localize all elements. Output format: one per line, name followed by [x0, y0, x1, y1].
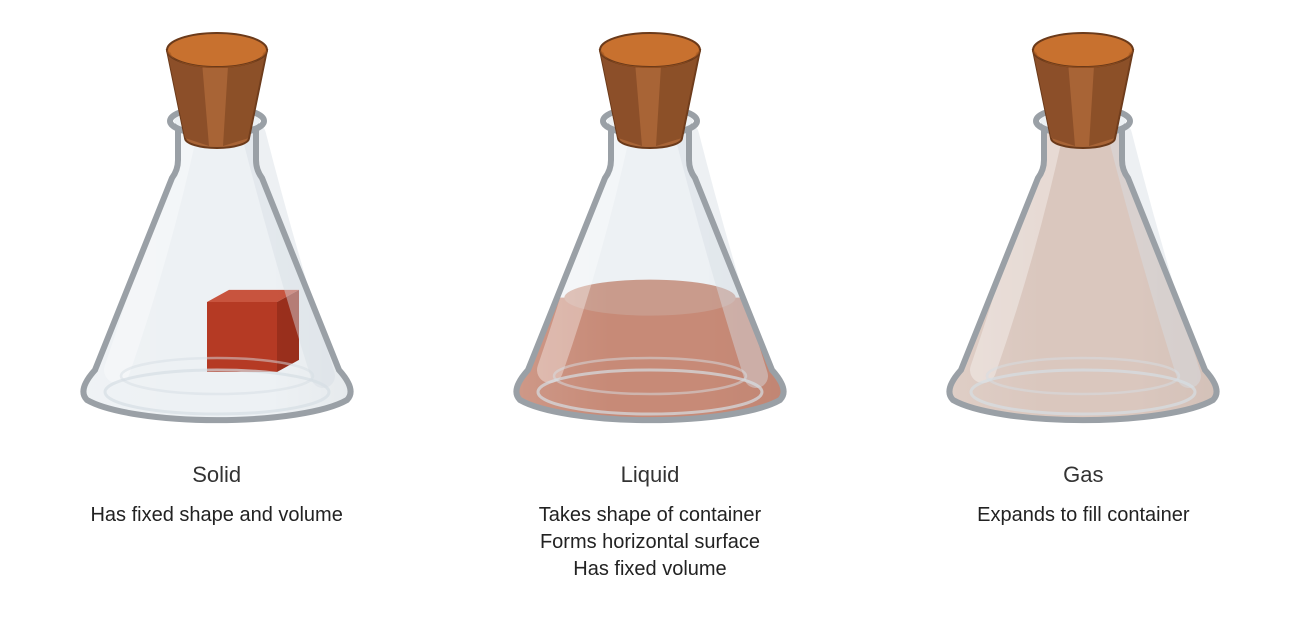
flask-solid: [57, 20, 377, 450]
title-gas: Gas: [1063, 462, 1103, 488]
title-liquid: Liquid: [621, 462, 680, 488]
panel-gas: Gas Expands to fill container: [883, 20, 1283, 529]
flask-gas: [923, 20, 1243, 450]
desc-solid: Has fixed shape and volume: [90, 502, 342, 529]
desc-gas: Expands to fill container: [977, 502, 1189, 529]
panel-solid: Solid Has fixed shape and volume: [17, 20, 417, 529]
title-solid: Solid: [192, 462, 241, 488]
panel-liquid: Liquid Takes shape of containerForms hor…: [450, 20, 850, 583]
desc-liquid: Takes shape of containerForms horizontal…: [539, 502, 761, 583]
flask-liquid: [490, 20, 810, 450]
